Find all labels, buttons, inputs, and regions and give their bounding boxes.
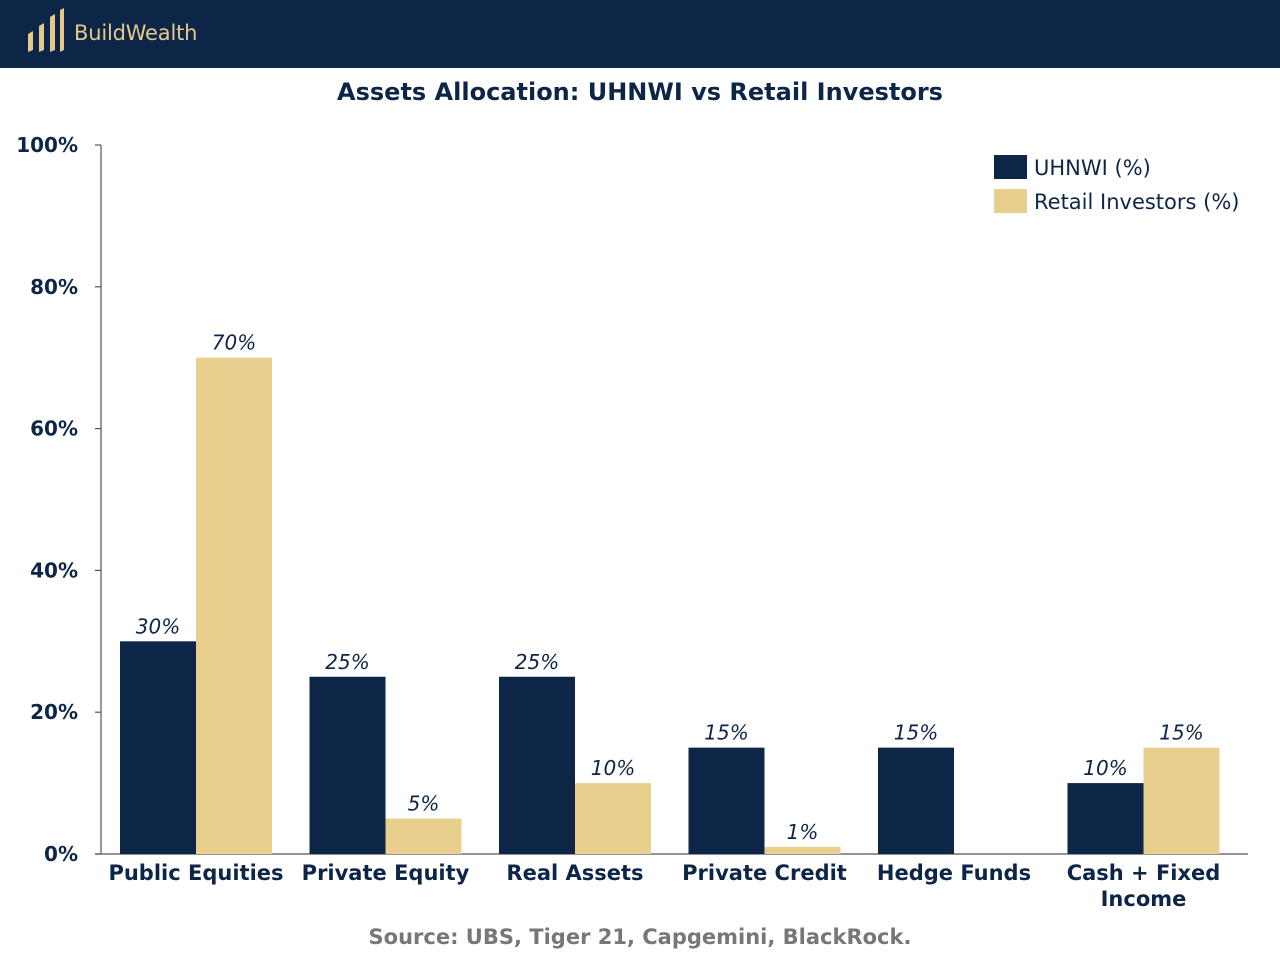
legend-swatch: [994, 189, 1027, 213]
y-tick-label: 100%: [16, 133, 78, 157]
retail-data-label: 10%: [591, 756, 635, 780]
x-tick-label: Real Assets: [506, 861, 643, 885]
retail-data-label: 1%: [787, 820, 819, 844]
header-bar: BuildWealth: [0, 0, 1280, 68]
retail-bar: [764, 846, 841, 854]
legend: UHNWI (%) Retail Investors (%): [994, 155, 1239, 214]
legend-label: UHNWI (%): [1034, 156, 1151, 180]
uhnwi-bar: [120, 641, 196, 854]
x-tick-label: Private Equity: [302, 861, 470, 885]
retail-bar: [575, 783, 651, 854]
x-tick-label: Private Credit: [682, 861, 847, 885]
retail-data-label: 15%: [1159, 721, 1203, 745]
x-tick-label: Public Equities: [108, 861, 283, 885]
bars: [120, 357, 1220, 854]
uhnwi-data-label: 30%: [136, 614, 180, 638]
y-tick-label: 80%: [30, 275, 78, 299]
legend-label: Retail Investors (%): [1034, 190, 1239, 214]
axes: 0% 20% 40% 60% 80% 100% Public Equities Private…: [16, 133, 1248, 911]
x-tick-label: Hedge Funds: [877, 861, 1031, 885]
y-tick-label: 0%: [44, 842, 78, 866]
uhnwi-bar: [688, 747, 765, 854]
uhnwi-data-label: 10%: [1083, 756, 1127, 780]
retail-bar: [1143, 747, 1220, 854]
x-tick-label: Cash + Fixed Income: [1067, 861, 1221, 911]
uhnwi-data-label: 15%: [704, 721, 748, 745]
uhnwi-data-label: 25%: [515, 650, 559, 674]
data-labels: 30% 70% 25% 5% 25% 10% 15% 1% 15% 10% 15%: [136, 331, 1204, 844]
y-tick-label: 40%: [30, 558, 78, 582]
y-tick-label: 60%: [30, 417, 78, 441]
chart: Assets Allocation: UHNWI vs Retail Inves…: [16, 78, 1248, 911]
uhnwi-bar: [878, 747, 954, 854]
retail-data-label: 70%: [212, 331, 256, 355]
uhnwi-data-label: 25%: [325, 650, 369, 674]
uhnwi-data-label: 15%: [894, 721, 938, 745]
brand-name: BuildWealth: [74, 21, 198, 45]
uhnwi-bar: [499, 676, 575, 854]
chart-title: Assets Allocation: UHNWI vs Retail Inves…: [337, 78, 943, 106]
source-note: Source: UBS, Tiger 21, Capgemini, BlackR…: [368, 925, 912, 949]
uhnwi-bar: [1067, 783, 1144, 854]
retail-bar: [385, 818, 462, 854]
uhnwi-bar: [309, 676, 386, 854]
buildwealth-bars-logo-icon: [28, 8, 64, 52]
y-tick-label: 20%: [30, 700, 78, 724]
retail-bar: [196, 357, 272, 854]
legend-swatch: [994, 155, 1027, 179]
retail-data-label: 5%: [408, 792, 440, 816]
